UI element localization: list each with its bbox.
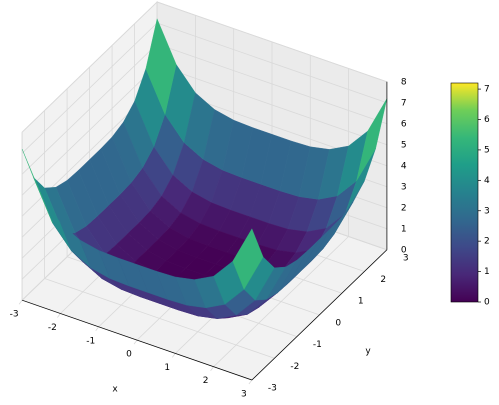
- y-tick-label: -2: [290, 362, 299, 372]
- x-tick: [133, 339, 138, 345]
- z-tick-label: 5: [401, 140, 407, 150]
- axis-line: [251, 249, 388, 381]
- z-tick-label: 3: [401, 182, 407, 192]
- y-tick-label: 2: [380, 275, 386, 285]
- colorbar-tick-label: 3: [484, 206, 490, 216]
- x-tick-label: 2: [203, 376, 209, 386]
- surface: [21, 18, 388, 319]
- x-tick: [248, 379, 253, 385]
- x-tick: [57, 313, 61, 318]
- grid-line: [156, 43, 388, 125]
- x-tick-label: -1: [86, 336, 95, 346]
- colorbar: [450, 82, 479, 303]
- x-tick-label: -2: [48, 323, 57, 333]
- x-tick: [18, 299, 23, 305]
- z-tick-label: 6: [401, 119, 407, 129]
- grid-line: [44, 278, 275, 359]
- grid-line: [156, 22, 388, 104]
- y-tick-label: -1: [313, 340, 322, 350]
- grid-line: [156, 1, 388, 83]
- z-tick-label: 0: [401, 245, 407, 255]
- y-axis-label: y: [365, 347, 371, 357]
- y-tick-label: -3: [268, 384, 277, 394]
- z-tick-label: 8: [401, 77, 407, 87]
- x-tick-label: 1: [164, 363, 170, 373]
- y-tick-label: 0: [335, 318, 341, 328]
- colorbar-tick-label: 1: [484, 267, 490, 277]
- y-tick-label: 1: [358, 297, 364, 307]
- x-tick-label: -3: [10, 310, 19, 320]
- grid-line: [21, 22, 158, 154]
- x-tick: [210, 366, 214, 371]
- x-axis-label: x: [112, 385, 118, 395]
- y-tick-label: 3: [403, 253, 409, 263]
- surface-facet: [232, 228, 264, 290]
- z-tick-label: 2: [401, 203, 407, 213]
- colorbar-tick-label: 7: [484, 85, 490, 95]
- colorbar-tick-label: 6: [484, 115, 490, 125]
- grid-line: [21, 64, 158, 196]
- surface-facet: [145, 18, 177, 116]
- colorbar-tick-label: 4: [484, 176, 490, 186]
- x-tick-label: 0: [126, 350, 132, 360]
- z-tick-label: 4: [401, 161, 407, 171]
- x-tick: [95, 326, 100, 332]
- z-tick-label: 1: [401, 224, 407, 234]
- colorbar-tick-label: 5: [484, 145, 490, 155]
- x-tick-label: 3: [241, 390, 247, 400]
- colorbar-tick-label: 2: [484, 237, 490, 247]
- z-tick-label: 7: [401, 98, 407, 108]
- grid-line: [21, 1, 158, 133]
- x-tick: [171, 353, 176, 358]
- axis-line: [21, 299, 253, 381]
- colorbar-tick-label: 0: [484, 298, 490, 308]
- grid-line: [156, 64, 388, 146]
- surface-facet: [21, 148, 53, 223]
- grid-line: [21, 43, 158, 175]
